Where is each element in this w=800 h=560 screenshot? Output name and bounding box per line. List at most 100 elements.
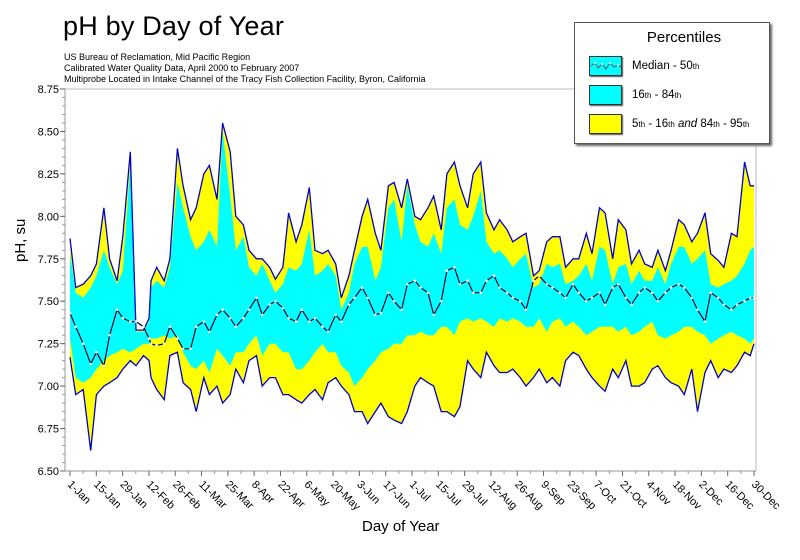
legend-item-16-84: 16th - 84th <box>589 84 681 106</box>
chart-title: pH by Day of Year <box>63 11 285 41</box>
median-point <box>202 320 206 323</box>
median-point <box>419 286 422 289</box>
median-point <box>519 299 522 303</box>
median-point <box>274 299 277 303</box>
percentile-bands <box>70 123 754 451</box>
median-point <box>181 347 185 351</box>
x-tick-label: 26-Feb <box>170 479 203 512</box>
median-point <box>121 316 125 320</box>
x-tick-label: 15-Jan <box>91 479 123 511</box>
median-point <box>155 344 158 347</box>
median-point <box>611 286 614 289</box>
median-point <box>313 316 317 320</box>
median-point <box>426 291 430 295</box>
median-point <box>294 320 298 323</box>
median-point <box>643 286 647 289</box>
median-point <box>81 342 85 345</box>
median-point <box>387 291 390 295</box>
median-point <box>498 286 501 289</box>
series-line-95th <box>69 122 754 331</box>
median-point <box>300 308 304 312</box>
median-point <box>584 299 588 303</box>
median-point <box>637 291 641 295</box>
median-point <box>453 265 456 269</box>
median-point <box>735 303 739 306</box>
subtitle-line-2: Calibrated Water Quality Data, April 200… <box>64 63 300 73</box>
median-point <box>208 330 211 334</box>
median-point <box>74 325 77 328</box>
x-tick-label: 29-Jan <box>117 479 149 511</box>
x-tick-label: 1-Jan <box>65 479 93 507</box>
x-tick-label: 17-Jun <box>381 479 413 511</box>
median-point <box>564 296 567 300</box>
y-tick-label: 7.50 <box>38 296 59 308</box>
median-point <box>134 320 138 323</box>
median-point <box>590 296 594 300</box>
median-point <box>479 291 483 295</box>
median-point <box>260 313 264 317</box>
median-point <box>743 299 746 303</box>
median-point <box>432 313 435 317</box>
x-tick-label: 12-Feb <box>144 479 177 512</box>
median-point <box>400 308 403 312</box>
median-point <box>413 279 417 283</box>
x-tick-label: 6-May <box>302 479 332 509</box>
median-point <box>128 320 132 323</box>
median-point <box>545 282 549 286</box>
median-point <box>466 279 469 283</box>
subtitle-line-1: US Bureau of Reclamation, Mid Pacific Re… <box>64 52 251 62</box>
median-point <box>471 291 475 295</box>
median-point <box>485 279 488 283</box>
median-point <box>102 364 106 368</box>
legend: Percentiles Median - 50th 16th - 84th 5t… <box>574 22 770 144</box>
median-point <box>308 320 311 323</box>
median-point <box>405 282 409 286</box>
series-line-median <box>69 266 754 368</box>
y-tick-label: 6.75 <box>38 424 59 436</box>
median-point <box>524 308 528 312</box>
median-point <box>334 313 337 317</box>
median-point <box>603 303 607 306</box>
median-point <box>624 296 628 300</box>
y-tick-label: 7.75 <box>38 254 59 266</box>
legend-item-median: Median - 50th <box>589 55 699 77</box>
median-point <box>95 350 98 354</box>
median-point <box>147 337 151 340</box>
median-series <box>68 265 756 368</box>
median-point <box>287 316 290 320</box>
median-point <box>255 296 258 300</box>
median-point <box>537 274 541 278</box>
median-point <box>703 320 707 323</box>
median-point <box>664 291 667 295</box>
y-tick-label: 8.75 <box>38 84 59 96</box>
x-tick-label: 4-Nov <box>644 479 674 509</box>
median-point <box>752 296 756 300</box>
median-point <box>392 299 396 303</box>
median-point <box>194 325 198 328</box>
median-point <box>326 330 330 334</box>
median-point <box>221 308 224 312</box>
y-tick-label: 7.00 <box>38 381 59 393</box>
series-line-5th <box>69 343 755 451</box>
median-point <box>142 325 145 328</box>
median-point <box>353 296 356 300</box>
legend-title: Percentiles <box>646 29 722 46</box>
median-point <box>281 306 285 310</box>
median-point <box>656 299 660 303</box>
median-point <box>149 342 153 345</box>
median-point <box>458 282 462 286</box>
y-tick-label: 7.25 <box>38 339 59 351</box>
median-point <box>571 282 575 286</box>
median-wave-icon <box>590 62 622 70</box>
y-tick-label: 8.00 <box>38 211 59 223</box>
x-tick-label: 29-Jul <box>459 479 489 509</box>
median-point <box>366 296 370 300</box>
median-point <box>551 286 554 289</box>
legend-label-16-84: 16th - 84th <box>632 89 682 101</box>
median-point <box>162 342 166 345</box>
median-point <box>89 362 93 366</box>
median-point <box>558 291 562 295</box>
median-point <box>577 291 581 295</box>
median-point <box>234 325 238 328</box>
legend-label-median: Median - 50th <box>632 60 700 72</box>
